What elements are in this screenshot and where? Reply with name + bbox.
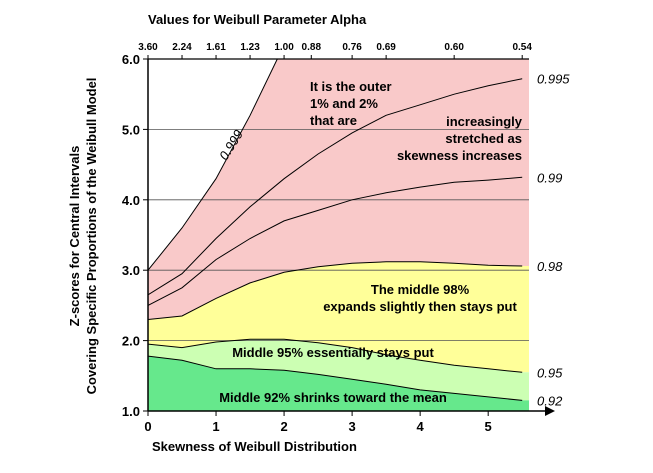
middle-95-band — [148, 339, 529, 401]
y-tick-label: 4.0 — [122, 193, 140, 208]
x-tick-label: 5 — [485, 419, 492, 434]
top-ticks: 3.60 2.24 1.61 1.23 1.00 0.88 0.76 0.69 0.60 0.54 — [138, 42, 532, 59]
middle-98-band — [148, 261, 529, 373]
annotation-m92: Middle 92% shrinks toward the mean — [219, 390, 447, 405]
top-tick-label: 0.88 — [302, 42, 322, 53]
series-line — [148, 176, 523, 306]
top-tick-label: 0.76 — [342, 42, 362, 53]
top-tick-label: 0.54 — [512, 42, 532, 53]
annotation-m98-2: expands slightly then stays put — [323, 299, 517, 314]
y-axis-title-line1: Z-scores for Central Intervals — [67, 146, 82, 327]
y-axis-title-line2: Covering Specific Proportions of the Wei… — [84, 78, 99, 395]
annotation-outer-1: It is the outer — [310, 79, 392, 94]
series-lines — [148, 59, 523, 401]
x-tick-label: 4 — [417, 419, 425, 434]
annotation-stretch-3: skewness increases — [397, 148, 522, 163]
series-line — [148, 59, 285, 271]
series-label: 0.92 — [537, 393, 563, 408]
annotation-stretch-2: stretched as — [445, 131, 522, 146]
y-tick-label: 5.0 — [122, 122, 140, 137]
series-line — [148, 78, 523, 296]
series-line — [148, 261, 523, 320]
series-line — [148, 338, 523, 373]
annotation-outer-3: that are — [310, 113, 357, 128]
y-ticks: 1.0 2.0 3.0 4.0 5.0 6.0 — [122, 52, 148, 419]
series-label: 0.99 — [537, 170, 562, 185]
x-tick-label: 2 — [280, 419, 287, 434]
y-tick-label: 1.0 — [122, 404, 140, 419]
annotation-outer-2: 1% and 2% — [310, 96, 378, 111]
annotation-m95: Middle 95% essentially stays put — [232, 345, 434, 360]
grid-lines — [148, 128, 529, 342]
top-tick-label: 1.61 — [206, 42, 226, 53]
x-tick-label: 3 — [348, 419, 355, 434]
top-axis-title: Values for Weibull Parameter Alpha — [148, 12, 367, 27]
series-label: 0.98 — [537, 259, 563, 274]
y-tick-label: 3.0 — [122, 263, 140, 278]
x-axis-title: Skewness of Weibull Distribution — [152, 439, 357, 454]
top-tick-label: 1.23 — [240, 42, 260, 53]
y-tick-label: 2.0 — [122, 334, 140, 349]
x-tick-label: 1 — [212, 419, 219, 434]
top-tick-label: 0.69 — [376, 42, 396, 53]
x-ticks: 0 1 2 3 4 5 — [144, 411, 492, 434]
top-tick-label: 2.24 — [172, 42, 192, 53]
middle-92-band — [148, 356, 529, 411]
top-tick-label: 1.00 — [274, 42, 294, 53]
x-axis-arrow — [545, 406, 555, 416]
series-label: 0.995 — [537, 72, 570, 87]
top-tick-label: 0.60 — [444, 42, 464, 53]
outer-band — [148, 59, 529, 320]
x-tick-label: 0 — [144, 419, 151, 434]
annotation-stretch-1: increasingly — [446, 114, 523, 129]
series-line — [148, 355, 523, 401]
y-tick-label: 6.0 — [122, 52, 140, 67]
series-label: 0.95 — [537, 365, 563, 380]
annotation-m98-1: The middle 98% — [371, 282, 470, 297]
top-tick-label: 3.60 — [138, 42, 158, 53]
